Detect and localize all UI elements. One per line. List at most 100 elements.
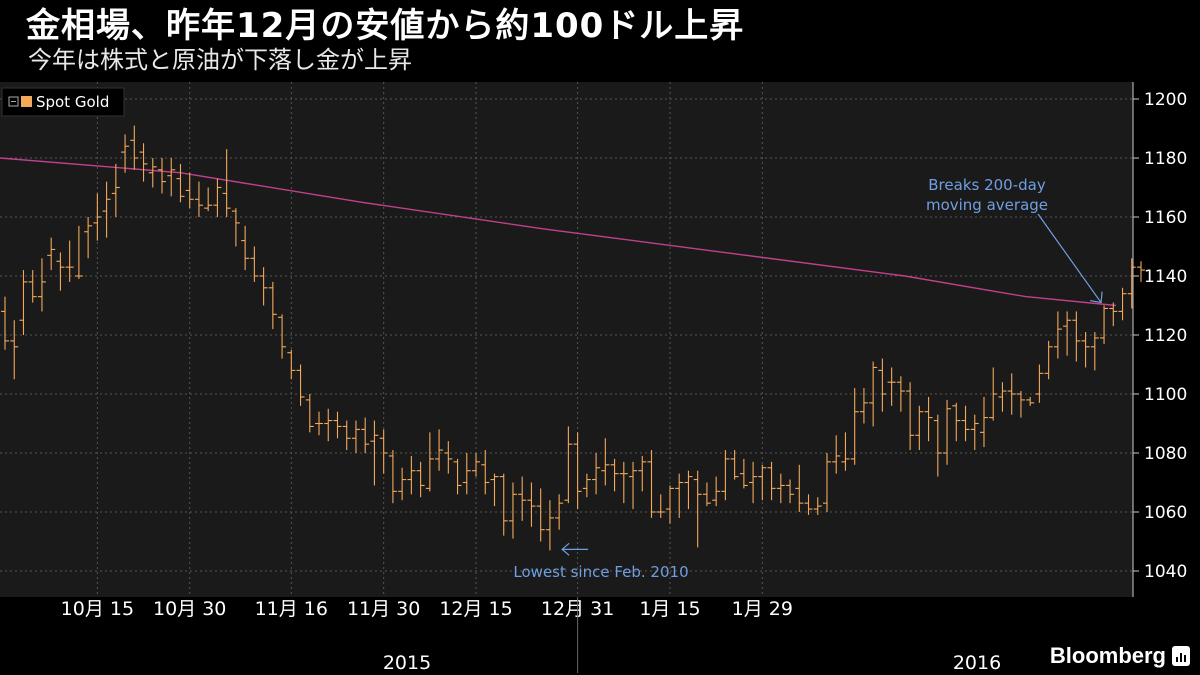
ohlc-bar <box>629 461 638 510</box>
annotation-lowest-arrowhead <box>561 542 570 556</box>
y-tick-label: 1140 <box>1144 267 1187 287</box>
ohlc-bar <box>896 376 905 412</box>
ohlc-bar <box>813 497 822 515</box>
ohlc-bar <box>795 464 804 512</box>
ohlc-bar <box>462 453 471 495</box>
ohlc-bar <box>841 432 850 471</box>
y-axis: 1040 1060 1080 1100 1120 1140 1160 1180 1200 <box>1132 82 1187 597</box>
ohlc-bar <box>287 349 296 380</box>
annotation-breaks-arrow <box>1037 213 1102 303</box>
ohlc-bar <box>102 181 111 238</box>
annotations: Breaks 200-day moving average Lowest since… <box>513 176 1103 581</box>
ohlc-bar <box>878 358 887 412</box>
ohlc-bar <box>278 314 287 359</box>
ohlc-bar <box>592 453 601 495</box>
x-tick-label: 11月 16 <box>255 598 328 620</box>
ohlc-bar <box>739 458 748 489</box>
ohlc-bar <box>19 270 28 335</box>
y-tick-label: 1200 <box>1144 90 1187 110</box>
ohlc-bar <box>28 270 37 303</box>
x-tick-label: 10月 15 <box>61 598 134 620</box>
ohlc-bar <box>1081 332 1090 368</box>
ohlc-bar <box>961 405 970 442</box>
chart-title: 金相場、昨年12月の安値から約100ドル上昇 <box>26 6 745 46</box>
year-label-2015: 2015 <box>383 652 431 674</box>
ohlc-bar <box>370 420 379 486</box>
ohlc-bar <box>379 429 388 474</box>
ohlc-bar <box>453 458 462 495</box>
ohlc-bar <box>425 432 434 492</box>
ohlc-bar <box>1044 340 1053 380</box>
ohlc-bar <box>481 450 490 495</box>
legend[interactable]: Spot Gold <box>1 87 125 117</box>
ohlc-bar <box>1137 261 1145 282</box>
ohlc-bar <box>176 163 185 203</box>
x-axis: 10月 15 10月 30 11月 16 11月 30 12月 15 12月 31 1月 1… <box>61 597 1001 674</box>
ohlc-bar <box>952 402 961 442</box>
brand-logo: Bloomberg <box>1050 643 1190 669</box>
y-tick-label: 1180 <box>1144 149 1187 169</box>
ohlc-bar <box>822 453 831 512</box>
ohlc-bar <box>444 441 453 474</box>
annotation-breaks-text: Breaks 200-day <box>928 176 1046 194</box>
ohlc-bar <box>647 450 656 518</box>
y-tick-label: 1080 <box>1144 444 1187 464</box>
ohlc-bar <box>10 320 19 380</box>
ohlc-bar <box>906 382 915 451</box>
ohlc-bar <box>749 461 758 504</box>
ohlc-bar <box>398 467 407 501</box>
y-tick-label: 1120 <box>1144 326 1187 346</box>
ohlc-bar <box>601 438 610 486</box>
legend-label: Spot Gold <box>36 93 109 111</box>
chart-subtitle: 今年は株式と原油が下落し金が上昇 <box>28 46 412 74</box>
ohlc-bar <box>508 482 517 539</box>
ohlc-bar <box>167 158 176 197</box>
ohlc-bar <box>1127 258 1136 309</box>
ohlc-bar <box>786 479 795 504</box>
ohlc-bar <box>1016 391 1025 418</box>
ohlc-bar <box>296 364 305 406</box>
ohlc-bar <box>241 225 250 271</box>
ohlc-bar <box>887 367 896 406</box>
ohlc-bar <box>231 208 240 247</box>
ohlc-bar <box>638 455 647 492</box>
ohlc-bar <box>65 240 74 282</box>
ohlc-bar <box>1109 302 1118 327</box>
ohlc-bar <box>204 187 213 212</box>
ohlc-bar <box>305 394 314 433</box>
ohlc-bar <box>850 388 859 465</box>
ohlc-bar <box>943 399 952 465</box>
x-tick-label: 11月 30 <box>347 598 420 620</box>
ohlc-bar <box>268 281 277 330</box>
ohlc-bar <box>56 252 65 291</box>
ohlc-bar <box>490 473 499 507</box>
ohlc-bar <box>1063 311 1072 356</box>
ohlc-bar <box>74 225 83 279</box>
annotation-breaks-arrowhead <box>1089 291 1103 304</box>
ohlc-bar <box>998 382 1007 412</box>
ohlc-bar <box>582 473 591 498</box>
ohlc-bar <box>684 470 693 510</box>
ohlc-bar <box>351 420 360 453</box>
ohlc-bar <box>758 464 767 501</box>
ohlc-bar <box>573 432 582 510</box>
ohlc-bar <box>1007 373 1016 415</box>
ohlc-bar <box>776 473 785 504</box>
ohlc-bar <box>989 367 998 421</box>
ohlc-bar <box>37 258 46 312</box>
ohlc-bar <box>435 429 444 471</box>
ohlc-bar <box>832 435 841 474</box>
ohlc-bar <box>721 450 730 501</box>
ohlc-bar <box>121 134 130 173</box>
ohlc-bar <box>333 411 342 439</box>
ohlc-bar <box>47 237 56 271</box>
ohlc-bar <box>869 361 878 427</box>
ohlc-bar <box>610 458 619 492</box>
ohlc-bar <box>1035 364 1044 403</box>
legend-swatch <box>21 96 32 107</box>
x-tick-label: 1月 29 <box>732 598 793 620</box>
legend-toggle-icon[interactable] <box>8 96 19 107</box>
ohlc-bar <box>924 396 933 442</box>
y-tick-label: 1040 <box>1144 562 1187 582</box>
